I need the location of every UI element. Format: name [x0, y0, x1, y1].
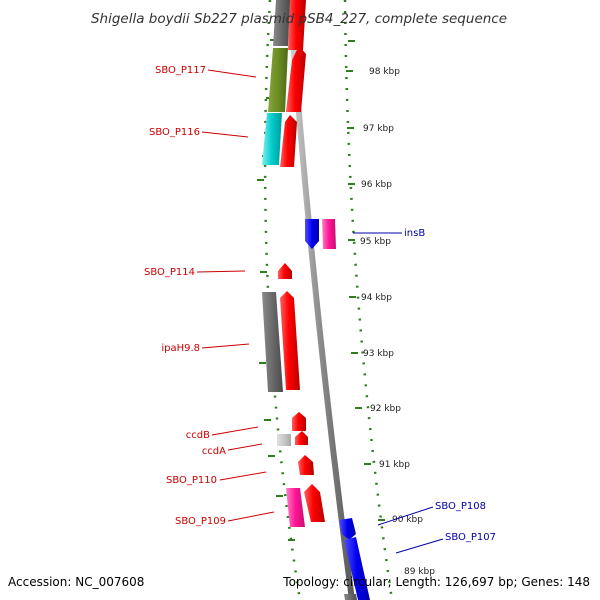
- tick-label: 96 kbp: [361, 180, 392, 190]
- feature-forward-ccda: [295, 431, 308, 445]
- map-title: Shigella boydii Sb227 plasmid pSB4_227, …: [91, 11, 507, 27]
- feature-forward-ccdb: [292, 412, 306, 431]
- feature-forward-top: [288, 0, 306, 50]
- tick-labels: 98 kbp 97 kbp 96 kbp 95 kbp 94 kbp 93 kb…: [360, 67, 435, 577]
- gene-label-sbo-p108: SBO_P108: [435, 501, 486, 512]
- feature-inner-ccda: [277, 434, 291, 446]
- right-gene-labels: insB SBO_P108 SBO_P107: [404, 228, 496, 543]
- feature-reverse-insb: [305, 219, 319, 249]
- gene-label-sbo-p114: SBO_P114: [144, 267, 195, 278]
- callout-line: [201, 131, 249, 138]
- major-ticks: [257, 39, 385, 541]
- tick-label: 97 kbp: [363, 124, 394, 134]
- accession-text: Accession: NC_007608: [8, 575, 144, 589]
- tick-label: 93 kbp: [363, 349, 394, 359]
- forward-features: [278, 0, 336, 522]
- tick-label: 90 kbp: [392, 515, 423, 525]
- topology-text: Topology: circular; Length: 126,697 bp; …: [282, 575, 590, 589]
- feature-inner-sbo-p116: [262, 113, 282, 165]
- feature-forward-ipah9-8: [280, 291, 300, 390]
- gene-label-sbo-p116: SBO_P116: [149, 127, 200, 138]
- gene-label-ipah9-8: ipaH9.8: [161, 343, 200, 354]
- tick-label: 95 kbp: [360, 237, 391, 247]
- callout-line: [211, 426, 259, 436]
- gene-label-ccda: ccdA: [202, 446, 226, 457]
- tick-label: 89 kbp: [404, 567, 435, 577]
- feature-inner-sbo-p117: [268, 48, 288, 112]
- feature-inner-ipah9-8: [262, 292, 283, 392]
- gene-label-ccdb: ccdB: [186, 430, 210, 441]
- tick-ring-inner: [263, 0, 302, 600]
- gene-label-sbo-p109: SBO_P109: [175, 516, 226, 527]
- feature-forward-sbo-p117: [286, 46, 306, 112]
- reverse-features: [305, 219, 370, 600]
- callout-line: [201, 343, 250, 349]
- left-callouts: [196, 69, 275, 522]
- tick-label: 94 kbp: [361, 293, 392, 303]
- callout-line: [219, 471, 267, 481]
- feature-inner-sbo-p109: [286, 488, 305, 527]
- feature-forward-insb: [322, 219, 336, 249]
- right-callouts: [353, 232, 444, 554]
- feature-forward-sbo-p116: [280, 115, 297, 167]
- feature-reverse-sbo-p108: [339, 518, 356, 540]
- gene-label-sbo-p117: SBO_P117: [155, 65, 206, 76]
- gene-label-sbo-p110: SBO_P110: [166, 475, 217, 486]
- feature-forward-sbo-p114: [278, 263, 292, 279]
- tick-label: 91 kbp: [379, 460, 410, 470]
- gene-label-insb: insB: [404, 228, 425, 239]
- tick-ring-outer: [343, 0, 394, 600]
- feature-inner-gray-top: [273, 0, 290, 46]
- feature-forward-sbo-p109: [304, 484, 325, 522]
- feature-reverse-sbo-p107: [344, 537, 370, 600]
- tick-label: 92 kbp: [370, 404, 401, 414]
- callout-line: [395, 538, 444, 554]
- tick-label: 98 kbp: [369, 67, 400, 77]
- callout-line: [227, 443, 263, 451]
- left-gene-labels: SBO_P117 SBO_P116 SBO_P114 ipaH9.8 ccdB …: [144, 65, 226, 527]
- callout-line: [196, 270, 246, 273]
- feature-forward-sbo-p110: [298, 455, 314, 475]
- callout-line: [207, 69, 257, 78]
- feature-reverse-bottom-gray: [344, 594, 357, 600]
- inner-features: [262, 0, 305, 527]
- callout-line: [227, 511, 275, 522]
- gene-label-sbo-p107: SBO_P107: [445, 532, 496, 543]
- callout-line: [377, 506, 434, 526]
